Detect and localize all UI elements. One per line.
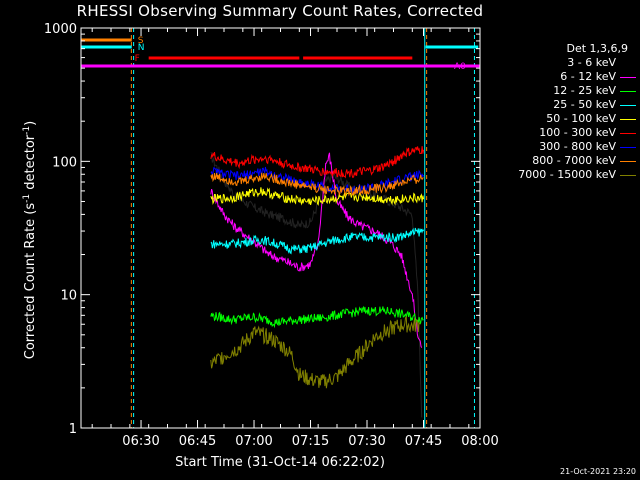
- series-line-3: [210, 227, 425, 255]
- y-ticks: 1 10 100 1000: [44, 22, 480, 437]
- series-line-5: [210, 146, 425, 179]
- legend-label: 50 - 100 keV: [546, 112, 616, 125]
- x-tick-label-4: 07:30: [348, 434, 385, 449]
- x-tick-label-0: 06:30: [122, 434, 159, 449]
- series-line-7: [210, 172, 424, 198]
- x-tick-label-3: 07:15: [292, 434, 329, 449]
- legend-item: 12 - 25 keV: [486, 84, 636, 98]
- series-line-1: [210, 152, 423, 348]
- legend-swatch: [620, 132, 636, 134]
- series-line-2: [210, 305, 424, 329]
- legend-label: 3 - 6 keV: [567, 56, 616, 69]
- legend-label: 12 - 25 keV: [553, 84, 616, 97]
- flag-label-n: N: [138, 43, 145, 53]
- legend-item: 800 - 7000 keV: [486, 154, 636, 168]
- legend-label: 100 - 300 keV: [539, 126, 616, 139]
- legend-item: 100 - 300 keV: [486, 126, 636, 140]
- series-line-4: [210, 187, 425, 206]
- legend-label: 300 - 800 keV: [539, 140, 616, 153]
- flag-label-s: S: [138, 36, 144, 46]
- flag-bars: SNF A0: [81, 36, 480, 72]
- series-lines: [210, 146, 425, 418]
- legend-swatch: [620, 76, 636, 78]
- x-tick-label-5: 07:45: [405, 434, 442, 449]
- legend-swatch: [620, 118, 636, 120]
- legend-item: 7000 - 15000 keV: [486, 168, 636, 182]
- flag-label-f: F: [135, 54, 140, 64]
- y-tick-label-0: 1: [69, 422, 77, 437]
- series-line-8: [210, 315, 421, 389]
- x-axis-label: Start Time (31-Oct-14 06:22:02): [175, 455, 385, 470]
- timestamp: 21-Oct-2021 23:20: [560, 467, 636, 476]
- legend-item: 6 - 12 keV: [486, 70, 636, 84]
- legend-swatch: [620, 146, 636, 148]
- legend-item: 300 - 800 keV: [486, 140, 636, 154]
- x-tick-label-6: 08:00: [461, 434, 498, 449]
- y-tick-label-2: 100: [52, 155, 77, 170]
- legend-label: 25 - 50 keV: [553, 98, 616, 111]
- legend-header: Det 1,3,6,9: [566, 42, 628, 55]
- series-line-0: [210, 151, 423, 418]
- legend-item: 25 - 50 keV: [486, 98, 636, 112]
- legend-item: 3 - 6 keV: [486, 56, 636, 70]
- legend-swatch: [620, 62, 636, 64]
- legend-item: 50 - 100 keV: [486, 112, 636, 126]
- chart-title: RHESSI Observing Summary Count Rates, Co…: [76, 2, 484, 20]
- flag-label-a0: A0: [454, 62, 466, 72]
- legend-label: 7000 - 15000 keV: [518, 168, 616, 181]
- legend-swatch: [620, 104, 636, 106]
- legend-label: 6 - 12 keV: [560, 70, 616, 83]
- y-tick-label-3: 1000: [44, 22, 77, 37]
- legend-swatch: [620, 90, 636, 92]
- legend: Det 1,3,6,9 3 - 6 keV 6 - 12 keV 12 - 25 k…: [486, 42, 636, 182]
- x-ticks: 06:30 06:45 07:00 07:15 07:30 07:45 08:00: [91, 28, 499, 449]
- x-tick-label-2: 07:00: [235, 434, 272, 449]
- y-axis-label: Corrected Count Rate (s-1 detector-1): [21, 120, 39, 360]
- y-tick-label-1: 10: [60, 289, 77, 304]
- legend-label: 800 - 7000 keV: [532, 154, 616, 167]
- x-tick-label-1: 06:45: [179, 434, 216, 449]
- series-line-6: [210, 166, 425, 195]
- legend-swatch: [620, 174, 636, 176]
- legend-swatch: [620, 160, 636, 162]
